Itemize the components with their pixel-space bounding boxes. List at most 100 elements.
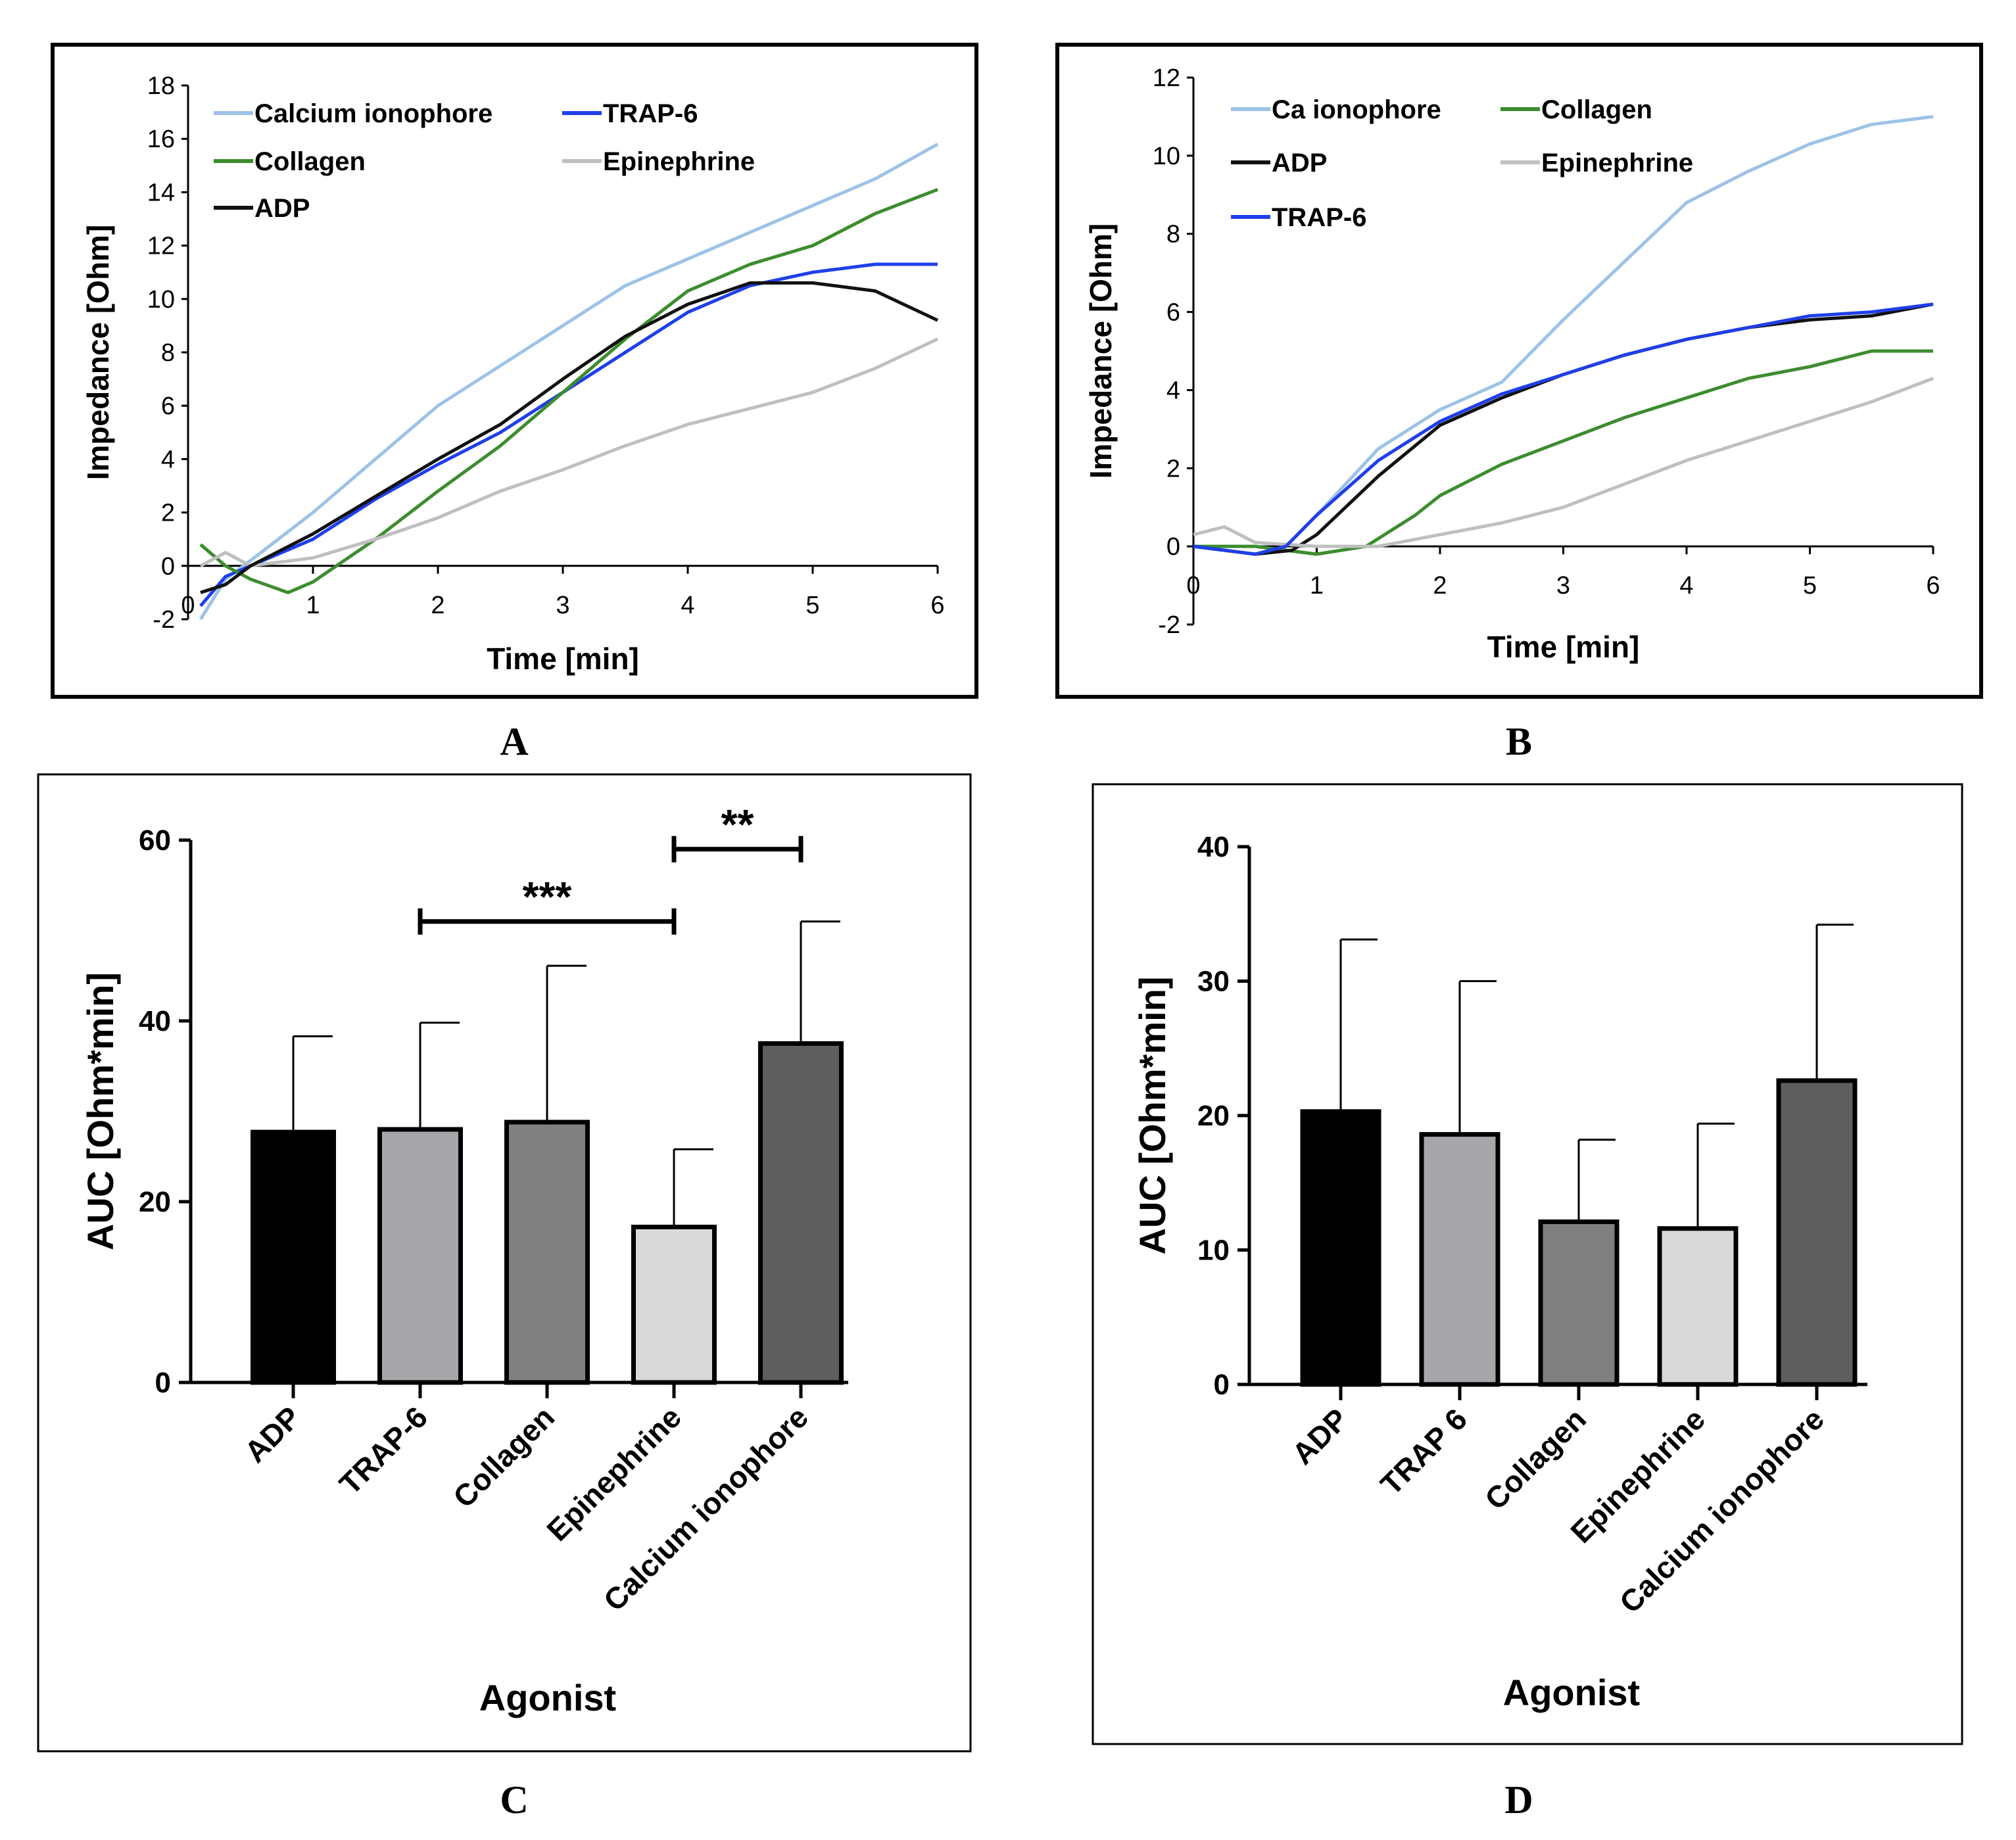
bar-trap-6 xyxy=(1419,1132,1500,1387)
y-axis-title: AUC [Ohm*min] xyxy=(1132,976,1173,1254)
y-tick-label: 60 xyxy=(139,824,171,857)
y-tick-label: 30 xyxy=(1197,966,1230,998)
x-tick-label: 6 xyxy=(930,592,944,619)
y-tick-label: 0 xyxy=(1214,1369,1230,1401)
bar-calcium-ionophore xyxy=(1776,1078,1858,1387)
x-tick-label-adp: ADP xyxy=(1285,1402,1355,1471)
x-tick-label: 3 xyxy=(1556,572,1570,600)
x-tick-label: 5 xyxy=(805,592,819,619)
x-axis-title: Time [min] xyxy=(1487,630,1640,664)
y-tick-label: 40 xyxy=(1197,831,1230,863)
x-tick-label: 4 xyxy=(681,592,694,619)
y-tick-label: 20 xyxy=(1197,1100,1230,1132)
y-tick-label: -2 xyxy=(153,606,175,634)
series-line-calcium-ionophore xyxy=(199,143,939,621)
y-tick-label: 10 xyxy=(147,286,175,314)
bar-adp xyxy=(251,1129,336,1385)
series-line-epinephrine xyxy=(1193,377,1934,548)
y-tick-label: 18 xyxy=(147,72,175,100)
panel-b-frame xyxy=(1055,43,1983,699)
legend-label-trap-6: TRAP-6 xyxy=(603,99,698,128)
legend-label-epinephrine: Epinephrine xyxy=(603,147,755,176)
x-tick-label-trap-6: TRAP-6 xyxy=(333,1400,434,1501)
x-axis-title: Agonist xyxy=(479,1677,616,1718)
x-tick-label: 2 xyxy=(1433,572,1447,600)
y-tick-label: 16 xyxy=(147,126,175,153)
y-tick-label: 14 xyxy=(147,179,175,206)
x-axis-title: Time [min] xyxy=(487,642,639,676)
y-tick-label: 4 xyxy=(1166,377,1180,404)
x-tick-label: 1 xyxy=(306,592,320,619)
x-axis-title: Agonist xyxy=(1503,1672,1640,1713)
panel-c-label: C xyxy=(500,1778,528,1822)
legend-label-trap-6: TRAP-6 xyxy=(1272,203,1366,232)
bar-epinephrine xyxy=(631,1225,717,1385)
series-line-adp xyxy=(1193,302,1934,556)
y-tick-label: 12 xyxy=(1153,64,1180,92)
legend-label-epinephrine: Epinephrine xyxy=(1541,149,1693,177)
x-tick-label-collagen: Collagen xyxy=(446,1400,561,1514)
panel-d-frame xyxy=(1092,783,1963,1745)
series-line-collagen xyxy=(199,187,938,594)
panel-b-label: B xyxy=(1506,720,1532,763)
bar-collagen xyxy=(504,1120,590,1385)
y-tick-label: -2 xyxy=(1158,611,1180,639)
significance-label: ** xyxy=(721,801,754,848)
y-tick-label: 40 xyxy=(139,1005,171,1037)
y-tick-label: 0 xyxy=(1166,533,1180,561)
panel-a-frame xyxy=(51,43,978,699)
x-tick-label: 6 xyxy=(1926,572,1940,600)
x-tick-label: 0 xyxy=(1186,572,1200,600)
y-tick-label: 4 xyxy=(161,446,175,473)
x-tick-label: 4 xyxy=(1679,572,1693,600)
series-line-adp xyxy=(200,281,939,594)
series-line-ca-ionophore xyxy=(1193,114,1934,556)
legend-label-calcium-ionophore: Calcium ionophore xyxy=(254,99,492,128)
y-tick-label: 2 xyxy=(1166,455,1180,483)
x-tick-label-adp: ADP xyxy=(238,1400,307,1469)
x-tick-label-trap-6: TRAP 6 xyxy=(1374,1402,1474,1501)
y-tick-label: 2 xyxy=(161,500,175,527)
x-tick-label-calcium-ionophore: Calcium ionophore xyxy=(597,1400,815,1617)
y-tick-label: 8 xyxy=(1166,221,1180,248)
series-line-epinephrine xyxy=(199,337,939,568)
y-tick-label: 10 xyxy=(1153,143,1180,170)
x-tick-label-calcium-ionophore: Calcium ionophore xyxy=(1613,1402,1831,1619)
y-tick-label: 10 xyxy=(1197,1235,1230,1267)
series-line-collagen xyxy=(1193,349,1933,556)
y-tick-label: 8 xyxy=(161,339,175,367)
significance-label: *** xyxy=(523,873,572,920)
y-axis-title: Impedance [Ohm] xyxy=(81,225,115,481)
legend-label-collagen: Collagen xyxy=(1541,95,1652,124)
y-tick-label: 12 xyxy=(147,233,175,260)
bar-collagen xyxy=(1538,1219,1620,1387)
x-tick-label-collagen: Collagen xyxy=(1478,1402,1593,1516)
legend-label-collagen: Collagen xyxy=(254,147,366,176)
panel-d-label: D xyxy=(1504,1778,1533,1822)
y-axis-title: Impedance [Ohm] xyxy=(1084,224,1118,479)
legend-label-adp: ADP xyxy=(254,194,310,223)
bar-epinephrine xyxy=(1657,1226,1739,1387)
x-tick-label: 3 xyxy=(556,592,569,619)
bar-trap-6 xyxy=(377,1127,463,1385)
x-tick-label: 5 xyxy=(1803,572,1817,600)
x-tick-label: 1 xyxy=(1310,572,1324,600)
legend-label-adp: ADP xyxy=(1272,149,1327,177)
legend-label-ca-ionophore: Ca ionophore xyxy=(1272,95,1441,124)
x-tick-label: 2 xyxy=(431,592,444,619)
y-tick-label: 0 xyxy=(161,553,175,580)
series-line-trap-6 xyxy=(1193,302,1934,556)
y-tick-label: 6 xyxy=(1166,299,1180,327)
bar-adp xyxy=(1300,1109,1381,1387)
panel-a-label: A xyxy=(500,720,528,763)
series-line-trap-6 xyxy=(199,262,938,607)
x-tick-label: 0 xyxy=(181,592,195,619)
bar-calcium-ionophore xyxy=(758,1041,844,1385)
y-tick-label: 0 xyxy=(155,1367,171,1399)
y-tick-label: 6 xyxy=(161,392,175,420)
